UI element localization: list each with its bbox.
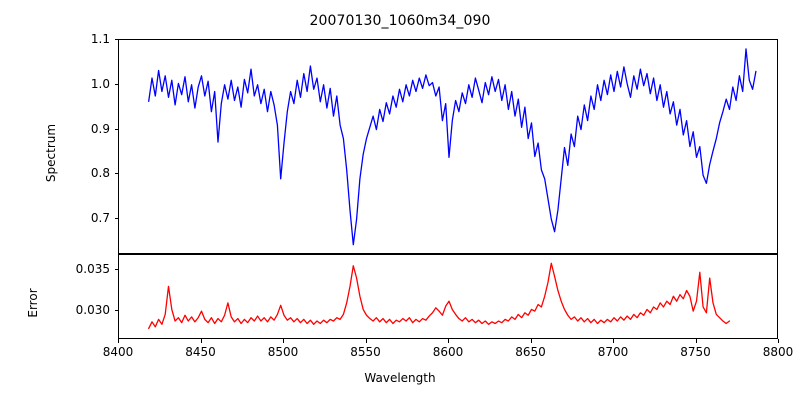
x-tick-label: 8550 bbox=[350, 345, 381, 359]
y-tick-label: 0.7 bbox=[90, 211, 110, 226]
y-tick-mark bbox=[114, 218, 118, 220]
x-tick-label: 8400 bbox=[102, 345, 134, 359]
x-tick-mark bbox=[283, 339, 285, 343]
x-tick-label: 8600 bbox=[432, 345, 464, 359]
x-tick-label: 8450 bbox=[185, 345, 216, 359]
spectrum-line-plot bbox=[148, 48, 757, 246]
x-tick-label: 8700 bbox=[597, 345, 629, 359]
figure-title: 20070130_1060m34_090 bbox=[309, 13, 491, 29]
x-tick-mark bbox=[613, 339, 615, 343]
y-tick-mark bbox=[114, 83, 118, 85]
x-tick-mark bbox=[365, 339, 367, 343]
x-tick-mark bbox=[778, 339, 780, 343]
y-tick-mark bbox=[114, 310, 118, 312]
y-tick-label: 1.0 bbox=[90, 76, 110, 91]
spectrum-axis-label: Spectrum bbox=[44, 123, 58, 183]
error-line-plot bbox=[148, 262, 731, 330]
error-trace bbox=[148, 262, 731, 330]
y-tick-label: 0.030 bbox=[75, 303, 110, 318]
spectrum-axes bbox=[118, 39, 778, 254]
x-tick-label: 8750 bbox=[680, 345, 711, 359]
spectrum-trace bbox=[148, 48, 757, 246]
error-axes bbox=[118, 254, 778, 339]
y-tick-label: 1.1 bbox=[90, 32, 110, 46]
y-tick-mark bbox=[114, 268, 118, 270]
x-tick-label: 8500 bbox=[267, 345, 299, 359]
x-tick-mark bbox=[118, 339, 120, 343]
x-tick-mark bbox=[530, 339, 532, 343]
x-tick-mark bbox=[200, 339, 202, 343]
y-tick-label: 0.8 bbox=[90, 166, 110, 181]
y-tick-mark bbox=[114, 128, 118, 130]
x-tick-mark bbox=[448, 339, 450, 343]
error-axis-label: Error bbox=[26, 288, 40, 318]
y-tick-label: 0.035 bbox=[75, 261, 110, 276]
x-axis-label: Wavelength bbox=[364, 371, 436, 385]
y-tick-label: 0.9 bbox=[90, 121, 110, 136]
y-tick-mark bbox=[114, 39, 118, 41]
y-tick-mark bbox=[114, 173, 118, 175]
x-tick-label: 8650 bbox=[515, 345, 546, 359]
x-tick-mark bbox=[695, 339, 697, 343]
x-tick-label: 8800 bbox=[762, 345, 794, 359]
